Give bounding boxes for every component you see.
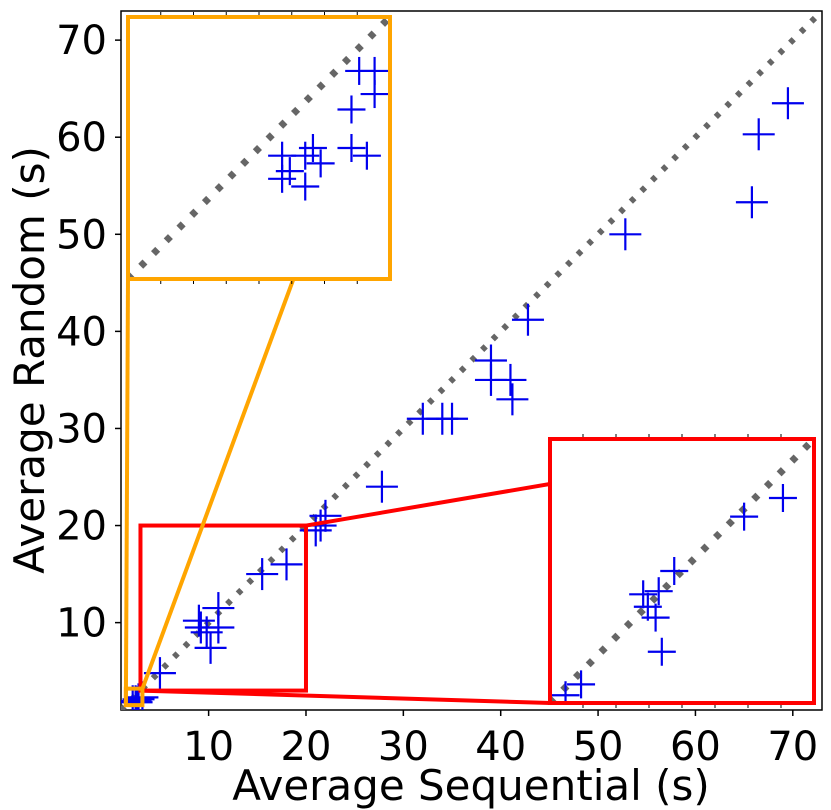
y-tick-label: 20 bbox=[56, 504, 107, 550]
zoom-source-box bbox=[138, 523, 308, 693]
axes-layer: 10 20 30 40 50 60 70 10 20 30 40 50 60 70 bbox=[56, 18, 818, 770]
x-tick-label: 50 bbox=[573, 724, 624, 770]
y-tick-label: 10 bbox=[56, 601, 107, 647]
inset-data-point bbox=[647, 637, 676, 666]
inset-data-point bbox=[551, 681, 580, 703]
inset-data-point bbox=[644, 577, 673, 606]
inset-data-point bbox=[660, 557, 689, 585]
inset-data-point bbox=[291, 141, 320, 170]
data-point bbox=[474, 363, 507, 396]
inset-frame bbox=[126, 15, 392, 281]
zoom-connector bbox=[140, 688, 551, 705]
x-tick-label: 60 bbox=[670, 724, 721, 770]
data-point bbox=[270, 548, 303, 581]
inset-data-point bbox=[360, 56, 389, 85]
x-tick-label: 20 bbox=[281, 724, 332, 770]
data-point bbox=[735, 186, 768, 219]
y-tick-label: 70 bbox=[56, 18, 107, 64]
inset-data-point bbox=[268, 164, 297, 193]
x-axis-label: Average Sequential (s) bbox=[232, 761, 710, 810]
data-point bbox=[609, 218, 642, 251]
inset-data-point bbox=[352, 141, 381, 170]
y-tick-label: 50 bbox=[56, 212, 107, 258]
inset-data-point bbox=[567, 670, 596, 699]
inset-data-point bbox=[768, 484, 797, 513]
inset-data-point bbox=[337, 95, 366, 124]
y-tick-label: 30 bbox=[56, 406, 107, 452]
y-tick-label: 40 bbox=[56, 309, 107, 355]
y-tick-label: 60 bbox=[56, 115, 107, 161]
inset-content bbox=[128, 17, 390, 279]
data-point bbox=[202, 611, 235, 644]
data-point bbox=[246, 558, 279, 591]
x-tick-label: 30 bbox=[378, 724, 429, 770]
data-point bbox=[365, 470, 398, 503]
data-point bbox=[742, 118, 775, 151]
x-tick-label: 40 bbox=[475, 724, 526, 770]
inset-data-point bbox=[298, 134, 327, 162]
inset-data-point bbox=[291, 172, 320, 201]
inset-data-point bbox=[306, 149, 335, 178]
inset-diagonal-line bbox=[550, 439, 814, 703]
x-tick-label: 70 bbox=[767, 724, 818, 770]
data-point bbox=[771, 87, 804, 120]
inset-data-point bbox=[633, 592, 662, 621]
inset-data-point bbox=[275, 157, 304, 186]
inset-zoom-3-20 bbox=[138, 434, 816, 708]
inset-data-point bbox=[730, 502, 759, 531]
zoom-connector bbox=[123, 278, 130, 706]
data-point bbox=[436, 402, 469, 435]
inset-frame bbox=[548, 437, 816, 705]
inset-data-point bbox=[641, 603, 670, 632]
data-point bbox=[496, 383, 529, 416]
inset-data-point bbox=[337, 134, 366, 162]
inset-content bbox=[550, 439, 814, 703]
x-tick-label: 10 bbox=[183, 724, 234, 770]
data-point bbox=[511, 303, 544, 336]
inset-data-point bbox=[629, 580, 658, 609]
insets-layer bbox=[123, 12, 816, 708]
data-point bbox=[194, 631, 227, 664]
y-axis-label: Average Random (s) bbox=[5, 146, 54, 574]
inset-diagonal-line bbox=[128, 17, 390, 279]
inset-zoom-1-3 bbox=[123, 12, 392, 708]
